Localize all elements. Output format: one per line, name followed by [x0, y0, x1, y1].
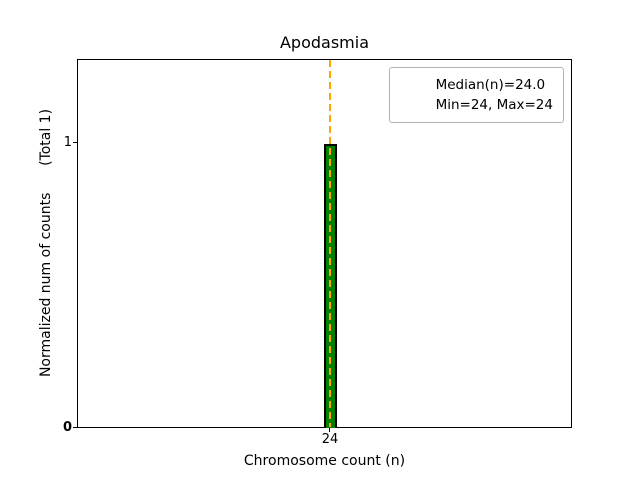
y-axis-label: Normalized num of counts (Total 1)	[38, 108, 54, 378]
median-line	[329, 60, 331, 427]
plot-area: Median(n)=24.0 Min=24, Max=24	[77, 59, 572, 428]
y-tick-mark	[73, 427, 77, 429]
legend-entry: Min=24, Max=24	[400, 95, 553, 115]
legend-label-minmax: Min=24, Max=24	[435, 97, 553, 113]
y-tick-label-0: 0	[62, 420, 72, 435]
y-tick-label-1: 1	[63, 135, 72, 150]
legend-entry: Median(n)=24.0	[400, 75, 553, 95]
x-tick-label-24: 24	[321, 432, 339, 447]
x-tick-mark	[329, 428, 331, 432]
legend: Median(n)=24.0 Min=24, Max=24	[388, 67, 564, 123]
chart-title: Apodasmia	[279, 33, 370, 52]
x-axis-label: Chromosome count (n)	[243, 453, 406, 469]
legend-label-median: Median(n)=24.0	[435, 77, 546, 93]
y-tick-mark	[73, 142, 77, 144]
